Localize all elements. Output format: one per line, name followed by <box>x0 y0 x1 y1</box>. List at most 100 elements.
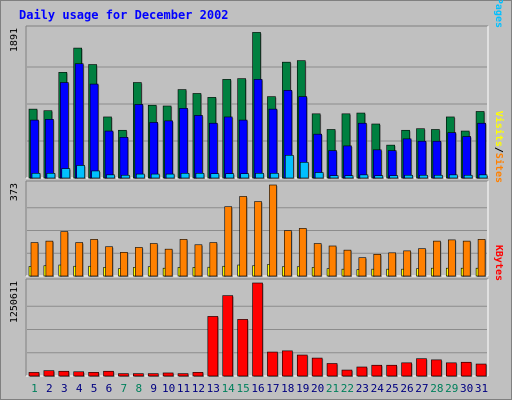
bar-kbytes <box>326 363 339 377</box>
bar-files <box>253 79 264 179</box>
bar-sites-face <box>224 206 233 277</box>
bar-sites-face <box>120 252 128 277</box>
bar-kbytes-face <box>386 364 397 377</box>
x-tick-label: 2 <box>46 382 53 395</box>
x-tick-label: 27 <box>415 382 428 395</box>
bar-pages <box>195 173 205 179</box>
bar-sites <box>30 242 39 277</box>
bar-sites <box>298 228 308 277</box>
bar-files-face <box>74 63 84 179</box>
bar-kbytes-face <box>326 363 338 377</box>
bar-sites-face <box>269 184 277 277</box>
bar-pages <box>434 174 444 179</box>
y-max-label: 1891 <box>9 28 20 52</box>
bar-kbytes-face <box>296 354 308 377</box>
bar-pages <box>210 173 220 179</box>
bar-sites <box>45 240 54 277</box>
bar-sites <box>209 242 218 277</box>
bar-sites <box>194 244 203 277</box>
bar-files <box>417 140 427 179</box>
bar-pages-face <box>329 175 339 179</box>
bar-kbytes <box>58 370 70 377</box>
y-max-label: 1250611 <box>9 281 20 323</box>
bar-sites <box>105 246 114 277</box>
bar-pages <box>46 173 56 179</box>
bar-files <box>268 108 278 179</box>
bar-files-face <box>209 122 218 179</box>
bar-pages-face <box>76 165 86 179</box>
bar-kbytes-face <box>222 295 234 377</box>
bar-kbytes <box>103 370 115 377</box>
bar-pages <box>314 172 325 179</box>
bar-sites-face <box>433 240 441 277</box>
bar-sites <box>60 231 69 277</box>
bar-sites <box>269 184 278 277</box>
bar-files-face <box>30 119 39 179</box>
legend-visits: Visits <box>493 111 505 147</box>
bar-pages-face <box>299 162 309 179</box>
x-tick-label: 26 <box>400 382 413 395</box>
panel-hits-files-pages: 1891 Hits/Files/Pages <box>9 0 504 180</box>
bar-pages <box>374 175 384 179</box>
bar-pages <box>61 168 71 179</box>
bar-kbytes-face <box>445 362 457 377</box>
bar-pages-face <box>404 174 413 179</box>
bar-sites-face <box>194 244 203 277</box>
bar-kbytes-face <box>88 372 99 377</box>
bar-sites-face <box>60 231 69 277</box>
bar-sites-face <box>343 249 352 277</box>
x-tick-label: 6 <box>106 382 113 395</box>
bar-pages-face <box>389 175 398 179</box>
bar-files <box>134 104 144 179</box>
bar-files <box>209 122 219 179</box>
bar-kbytes-face <box>207 316 219 377</box>
x-tick-label: 17 <box>266 382 279 395</box>
bar-files <box>223 116 234 179</box>
bar-files-face <box>313 133 322 179</box>
x-tick-label: 21 <box>326 382 339 395</box>
bar-pages-face <box>374 175 384 179</box>
bar-sites-face <box>328 245 337 277</box>
bar-kbytes-face <box>431 359 442 377</box>
bar-sites <box>164 248 174 277</box>
bar-pages-face <box>240 173 249 179</box>
bar-sites-face <box>284 230 292 277</box>
bar-pages <box>329 175 340 179</box>
bar-kbytes-face <box>252 282 263 377</box>
panel-sites-visits: 373 Visits/Sites <box>9 111 505 277</box>
bar-files-face <box>164 120 173 179</box>
bar-sites <box>373 253 382 277</box>
x-tick-label: 16 <box>251 382 264 395</box>
bar-pages-face <box>210 173 220 179</box>
bar-pages-face <box>270 173 279 179</box>
bar-kbytes <box>475 363 488 377</box>
bar-pages <box>448 174 459 179</box>
bar-kbytes-face <box>311 357 323 377</box>
legend-kbytes: KBytes <box>493 245 504 281</box>
x-tick-label: 3 <box>61 382 68 395</box>
bar-kbytes-face <box>401 362 412 377</box>
bar-files-face <box>179 108 188 179</box>
bar-sites <box>135 247 144 277</box>
bar-pages-face <box>463 174 473 179</box>
x-tick-label: 22 <box>341 382 354 395</box>
bar-sites-face <box>105 246 113 277</box>
bar-files <box>462 136 472 179</box>
legend-sites: Sites <box>493 153 505 183</box>
bar-files <box>402 138 413 179</box>
bar-sites <box>75 242 84 277</box>
bar-sites-face <box>90 239 98 277</box>
bar-files <box>179 108 189 179</box>
bar-sites <box>284 230 293 277</box>
bar-kbytes-face <box>460 361 472 377</box>
bar-kbytes <box>341 369 353 377</box>
bar-kbytes-face <box>43 370 55 377</box>
bar-files-face <box>89 83 99 179</box>
bar-files <box>45 119 55 179</box>
bar-kbytes <box>445 362 458 377</box>
bar-files-face <box>447 132 457 179</box>
bar-pages <box>270 173 280 179</box>
bar-sites-face <box>209 242 218 277</box>
bar-files-face <box>238 119 248 179</box>
